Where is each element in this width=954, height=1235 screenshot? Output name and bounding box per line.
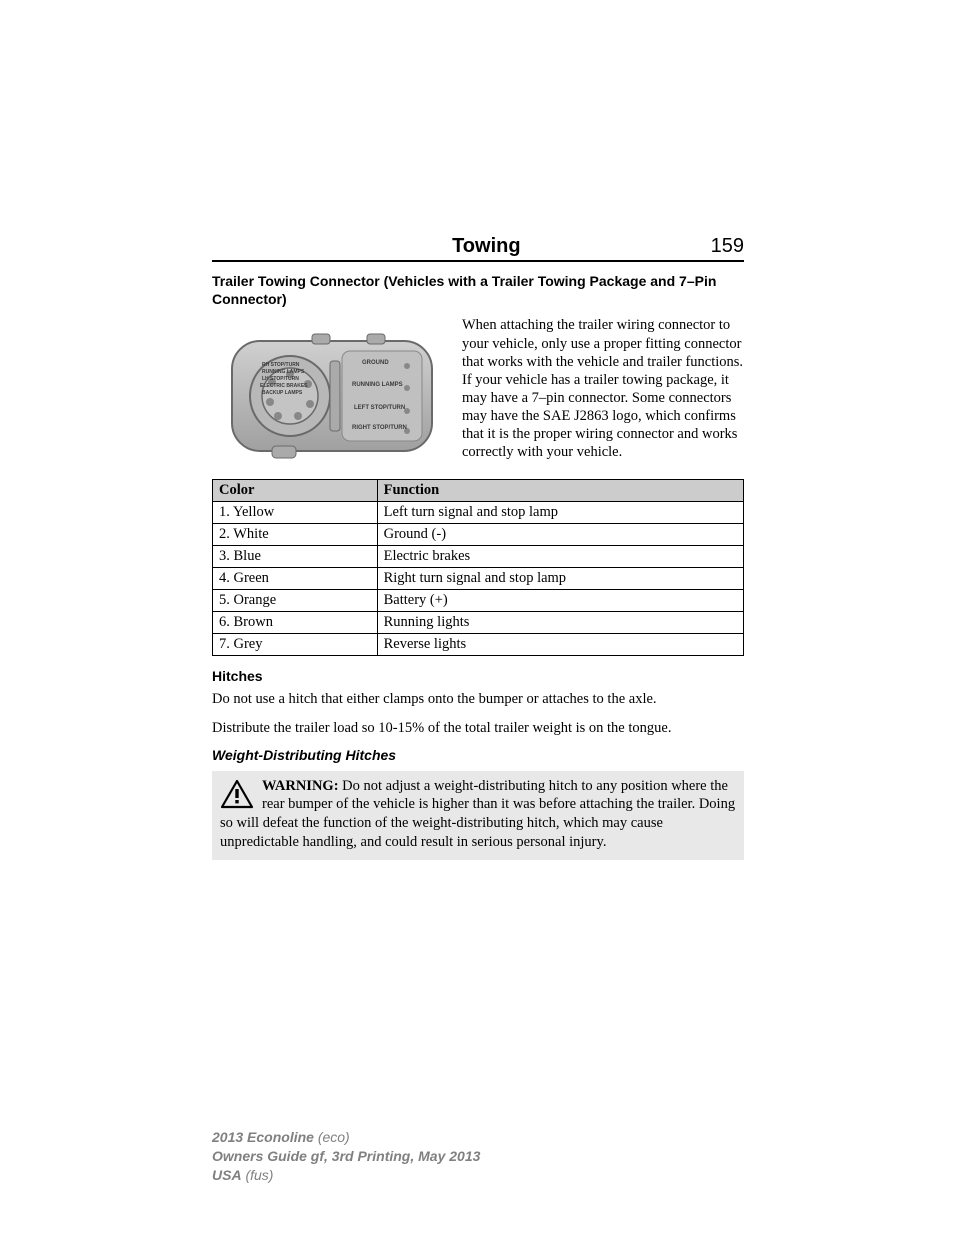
- table-cell-function: Battery (+): [377, 590, 743, 612]
- intro-paragraph: When attaching the trailer wiring connec…: [462, 316, 744, 471]
- warning-icon: [220, 779, 254, 809]
- table-row: 4. GreenRight turn signal and stop lamp: [213, 568, 744, 590]
- footer-model: 2013 Econoline: [212, 1129, 314, 1145]
- svg-text:RIGHT STOP/TURN: RIGHT STOP/TURN: [352, 425, 407, 431]
- warning-label: WARNING:: [262, 778, 339, 794]
- svg-text:GROUND: GROUND: [362, 360, 389, 366]
- table-header-color: Color: [213, 480, 378, 502]
- table-cell-color: 5. Orange: [213, 590, 378, 612]
- table-cell-function: Ground (-): [377, 524, 743, 546]
- footer-region-code: (fus): [242, 1167, 274, 1183]
- section-title: Towing: [262, 235, 711, 258]
- weight-dist-heading: Weight-Distributing Hitches: [212, 747, 744, 763]
- footer-line3: USA (fus): [212, 1166, 480, 1185]
- table-cell-color: 2. White: [213, 524, 378, 546]
- table-row: 1. YellowLeft turn signal and stop lamp: [213, 502, 744, 524]
- table-cell-color: 3. Blue: [213, 546, 378, 568]
- connector-illustration: RH STOP/TURN RUNNING LAMPS LH STOP/TURN …: [212, 316, 452, 471]
- footer-model-code: (eco): [314, 1129, 350, 1145]
- hitches-p2: Distribute the trailer load so 10-15% of…: [212, 719, 744, 737]
- table-cell-color: 4. Green: [213, 568, 378, 590]
- svg-text:BACKUP LAMPS: BACKUP LAMPS: [262, 390, 303, 396]
- table-cell-function: Electric brakes: [377, 546, 743, 568]
- table-row: 5. OrangeBattery (+): [213, 590, 744, 612]
- connector-color-table: Color Function 1. YellowLeft turn signal…: [212, 479, 744, 656]
- table-row: 3. BlueElectric brakes: [213, 546, 744, 568]
- footer-line1: 2013 Econoline (eco): [212, 1128, 480, 1147]
- footer-region: USA: [212, 1167, 242, 1183]
- hitches-heading: Hitches: [212, 668, 744, 684]
- svg-text:LEFT STOP/TURN: LEFT STOP/TURN: [354, 405, 405, 411]
- table-row: 7. GreyReverse lights: [213, 634, 744, 656]
- footer-guide: Owners Guide gf, 3rd Printing, May 2013: [212, 1147, 480, 1166]
- svg-text:LH STOP/TURN: LH STOP/TURN: [262, 376, 299, 382]
- svg-text:RUNNING LAMPS: RUNNING LAMPS: [262, 369, 305, 375]
- warning-box: WARNING: Do not adjust a weight-distribu…: [212, 771, 744, 860]
- table-cell-function: Left turn signal and stop lamp: [377, 502, 743, 524]
- hitches-p1: Do not use a hitch that either clamps on…: [212, 690, 744, 708]
- table-row: 2. WhiteGround (-): [213, 524, 744, 546]
- table-header-function: Function: [377, 480, 743, 502]
- svg-text:ELECTRIC BRAKES: ELECTRIC BRAKES: [260, 383, 308, 389]
- page-footer: 2013 Econoline (eco) Owners Guide gf, 3r…: [212, 1128, 480, 1185]
- table-row: 6. BrownRunning lights: [213, 612, 744, 634]
- table-cell-function: Running lights: [377, 612, 743, 634]
- table-cell-function: Right turn signal and stop lamp: [377, 568, 743, 590]
- table-cell-color: 6. Brown: [213, 612, 378, 634]
- image-text-row: RH STOP/TURN RUNNING LAMPS LH STOP/TURN …: [212, 316, 744, 471]
- table-cell-color: 7. Grey: [213, 634, 378, 656]
- subheading-connector: Trailer Towing Connector (Vehicles with …: [212, 272, 744, 308]
- table-cell-color: 1. Yellow: [213, 502, 378, 524]
- page-header: Towing 159: [212, 235, 744, 262]
- table-cell-function: Reverse lights: [377, 634, 743, 656]
- svg-text:RH STOP/TURN: RH STOP/TURN: [262, 362, 300, 368]
- page-number: 159: [711, 235, 744, 258]
- svg-text:RUNNING LAMPS: RUNNING LAMPS: [352, 382, 403, 388]
